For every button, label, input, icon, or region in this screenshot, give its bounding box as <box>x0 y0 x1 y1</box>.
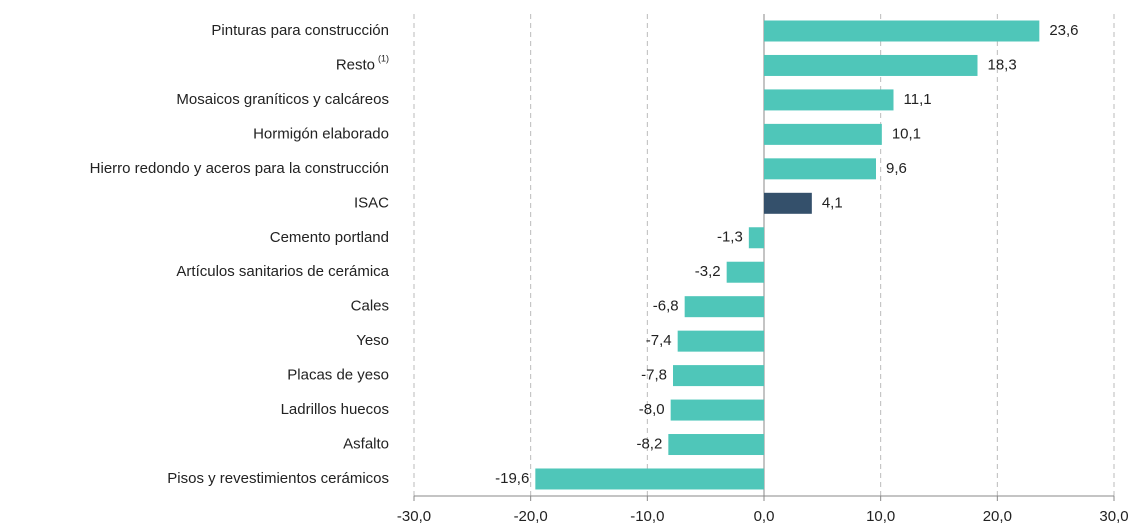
x-tick-label: -10,0 <box>630 508 664 525</box>
category-text: Asfalto <box>343 435 389 452</box>
x-tick-label: 30,0 <box>1099 508 1128 525</box>
value-label: -8,2 <box>636 435 662 452</box>
value-label: 23,6 <box>1049 22 1078 39</box>
bar <box>764 192 812 214</box>
x-tick-label: 10,0 <box>866 508 895 525</box>
value-label: -8,0 <box>639 401 665 418</box>
value-label: -19,6 <box>495 470 529 487</box>
bar <box>684 296 764 318</box>
bar <box>673 365 764 387</box>
value-label: -3,2 <box>695 263 721 280</box>
category-label: Artículos sanitarios de cerámica <box>176 263 389 280</box>
category-label: Hormigón elaborado <box>253 125 389 142</box>
category-label: ISAC <box>354 194 389 211</box>
category-label: Placas de yeso <box>287 367 389 384</box>
category-text: Cales <box>351 298 389 315</box>
x-tick-label: 20,0 <box>983 508 1012 525</box>
bar <box>764 158 876 180</box>
value-label: 10,1 <box>892 125 921 142</box>
category-label: Cales <box>351 298 389 315</box>
bar <box>668 434 764 456</box>
category-label: Yeso <box>356 332 389 349</box>
category-text: Mosaicos graníticos y calcáreos <box>176 91 389 108</box>
category-label: Resto (1) <box>336 54 389 74</box>
category-label: Pisos y revestimientos cerámicos <box>167 470 389 487</box>
value-label: -6,8 <box>653 298 679 315</box>
category-text: Pinturas para construcción <box>211 22 389 39</box>
x-tick-label: -20,0 <box>514 508 548 525</box>
category-text: Yeso <box>356 332 389 349</box>
category-text: Hormigón elaborado <box>253 125 389 142</box>
category-superscript: (1) <box>378 54 389 64</box>
bar <box>764 89 894 111</box>
bar <box>764 54 978 76</box>
category-text: Ladrillos huecos <box>281 401 389 418</box>
category-label: Ladrillos huecos <box>281 401 389 418</box>
x-tick-label: -30,0 <box>397 508 431 525</box>
category-text: ISAC <box>354 194 389 211</box>
bar <box>764 20 1040 42</box>
value-label: 11,1 <box>904 91 932 108</box>
value-label: 9,6 <box>886 160 907 177</box>
value-label: 4,1 <box>822 194 843 211</box>
bar <box>748 227 764 249</box>
category-label: Mosaicos graníticos y calcáreos <box>176 91 389 108</box>
bar <box>726 261 764 283</box>
category-text: Cemento portland <box>270 229 389 246</box>
category-text: Pisos y revestimientos cerámicos <box>167 470 389 487</box>
x-tick-label: 0,0 <box>754 508 775 525</box>
category-text: Resto <box>336 56 375 73</box>
category-label: Asfalto <box>343 435 389 452</box>
value-label: -7,4 <box>646 332 672 349</box>
category-text: Artículos sanitarios de cerámica <box>176 263 389 280</box>
category-label: Cemento portland <box>270 229 389 246</box>
value-label: -7,8 <box>641 367 667 384</box>
value-label: 18,3 <box>988 56 1017 73</box>
category-label: Pinturas para construcción <box>211 22 389 39</box>
bar <box>677 330 764 352</box>
bar <box>670 399 764 421</box>
category-text: Placas de yeso <box>287 367 389 384</box>
value-label: -1,3 <box>717 229 743 246</box>
category-text: Hierro redondo y aceros para la construc… <box>90 160 389 177</box>
bar <box>764 123 882 145</box>
category-label: Hierro redondo y aceros para la construc… <box>90 160 389 177</box>
bar <box>535 468 764 490</box>
